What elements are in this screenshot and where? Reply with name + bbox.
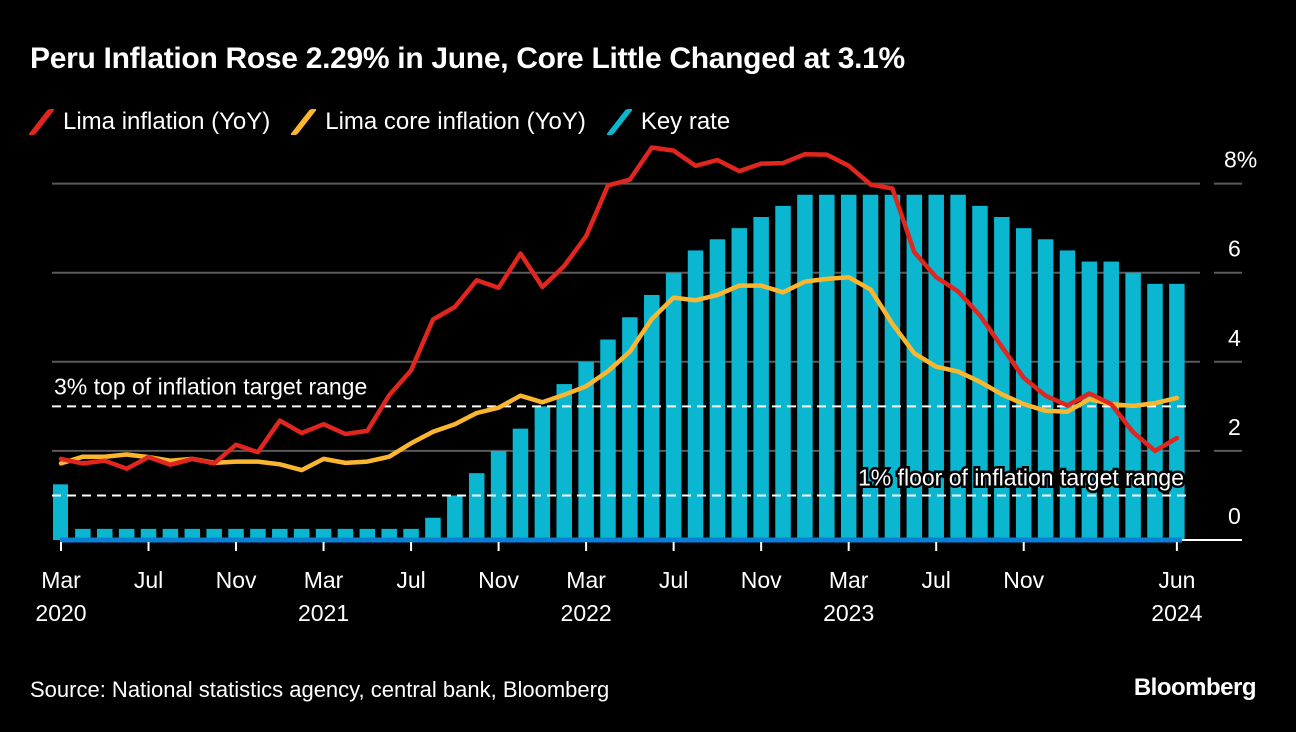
key-rate-bar <box>447 495 463 540</box>
source-note: Source: National statistics agency, cent… <box>30 677 610 702</box>
key-rate-bar <box>687 250 704 541</box>
key-rate-bar <box>293 528 310 540</box>
key-rate-bar <box>272 528 288 540</box>
chart-title: Peru Inflation Rose 2.29% in June, Core … <box>30 42 905 75</box>
legend-item-key-rate: Key rate <box>605 108 731 136</box>
x-tick-label: Nov <box>478 567 519 593</box>
x-tick-label: Nov <box>741 567 782 593</box>
key-rate-bar <box>184 528 201 540</box>
x-tick-year-label: 2020 <box>35 600 86 626</box>
y-tick-label: 0 <box>1228 503 1241 529</box>
key-rate-bar <box>534 406 551 540</box>
key-rate-bar <box>600 339 616 540</box>
key-rate-bar <box>622 317 638 540</box>
key-rate-bar <box>1169 283 1185 540</box>
key-rate-bar <box>731 228 748 540</box>
x-tick-label: Mar <box>829 567 869 593</box>
x-tick-label: Nov <box>1003 567 1044 593</box>
x-tick-year-label: 2021 <box>298 600 349 626</box>
key-rate-bar <box>862 194 879 541</box>
key-rate-bar <box>162 528 179 540</box>
x-tick-year-label: 2024 <box>1151 600 1202 626</box>
key-rate-bar <box>797 194 813 541</box>
reference-label-top: 3% top of inflation target range <box>54 373 367 399</box>
key-rate-bar <box>75 528 91 540</box>
key-rate-bar <box>1103 261 1119 540</box>
key-rate-bar <box>315 528 332 540</box>
legend: Lima inflation (YoY) Lima core inflation… <box>27 108 752 136</box>
key-rate-bar <box>468 473 485 540</box>
key-rate-bar <box>381 528 397 540</box>
key-rate-bar <box>1037 239 1054 540</box>
key-rate-bar <box>206 528 222 540</box>
key-rate-bar <box>425 517 441 540</box>
key-rate-bar <box>753 217 769 540</box>
x-tick-label: Jul <box>659 567 688 593</box>
key-rate-bar <box>512 428 529 540</box>
key-rate-bar <box>250 528 266 540</box>
x-tick-label: Mar <box>566 567 606 593</box>
key-rate-bar <box>709 239 726 540</box>
key-rate-bar <box>556 384 572 540</box>
x-tick-label: Jul <box>134 567 163 593</box>
core-inflation-line <box>58 274 1180 473</box>
legend-item-core-inflation: Lima core inflation (YoY) <box>290 108 586 136</box>
x-tick-label: Nov <box>216 567 257 593</box>
legend-label: Key rate <box>640 108 731 135</box>
key-rate-bar <box>337 528 354 540</box>
key-rate-bar <box>97 528 113 540</box>
key-rate-bar <box>359 528 376 540</box>
key-rate-bar <box>1147 283 1163 540</box>
x-tick-year-label: 2023 <box>823 600 874 626</box>
x-tick-label: Mar <box>41 567 81 593</box>
x-tick-year-label: 2022 <box>561 600 612 626</box>
x-tick-label: Jul <box>921 567 950 593</box>
y-tick-label: 6 <box>1228 236 1241 262</box>
key-rate-bar <box>53 484 68 540</box>
key-rate-bar <box>840 194 857 541</box>
x-tick-label: Mar <box>304 567 344 593</box>
reference-label-floor: 1% floor of inflation target range <box>858 464 1184 490</box>
y-tick-label: 8% <box>1224 147 1257 173</box>
y-tick-label: 4 <box>1228 325 1241 351</box>
key-rate-bar <box>972 205 988 540</box>
key-rate-bar <box>884 194 901 541</box>
key-rate-bar <box>775 205 791 540</box>
key-rate-bar <box>1059 250 1076 541</box>
x-tick-label: Jun <box>1158 567 1195 593</box>
legend-label: Lima core inflation (YoY) <box>325 108 586 135</box>
key-rate-bar <box>490 450 507 540</box>
x-tick-label: Jul <box>396 567 425 593</box>
key-rate-bar <box>950 194 966 541</box>
bloomberg-logo: Bloomberg <box>1133 674 1257 701</box>
key-rate-bar <box>228 528 244 540</box>
legend-label: Lima inflation (YoY) <box>63 108 271 135</box>
key-rate-bar <box>644 294 660 540</box>
key-rate-bar <box>1015 228 1032 540</box>
y-tick-label: 2 <box>1228 414 1241 440</box>
key-rate-bar <box>140 528 157 540</box>
key-rate-bar <box>403 528 419 540</box>
legend-item-lima-inflation: Lima inflation (YoY) <box>27 108 271 136</box>
key-rate-bar <box>118 528 135 540</box>
key-rate-bar <box>819 194 835 541</box>
key-rate-bar <box>906 194 923 541</box>
key-rate-bar <box>994 217 1010 540</box>
lima-inflation-line <box>58 145 1180 471</box>
